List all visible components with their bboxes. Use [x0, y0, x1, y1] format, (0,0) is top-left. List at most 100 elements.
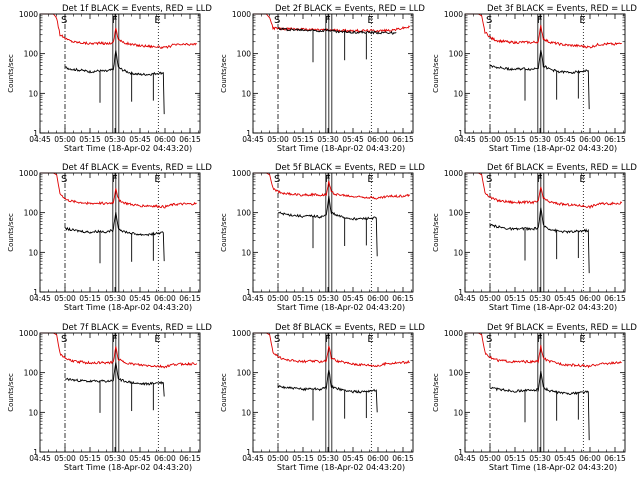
detector-panel-7: Det 7f BLACK = Events, RED = LLD Counts/s… [7, 323, 212, 472]
x-tick-label: 05:15 [292, 454, 314, 463]
x-tick-label: 05:00 [479, 294, 501, 303]
x-axis-label: Start Time (18-Apr-02 04:43:20) [277, 144, 405, 153]
x-tick-label: 05:45 [342, 454, 364, 463]
series-lld-line [40, 332, 198, 369]
x-axis-label: Start Time (18-Apr-02 04:43:20) [277, 303, 405, 312]
marker-label-e: E [579, 334, 585, 345]
marker-label-e: E [367, 334, 373, 345]
x-tick-label: 06:15 [179, 294, 201, 303]
plot-frame [252, 172, 414, 293]
y-tick-label: 1000 [19, 169, 38, 178]
chart-title: Det 9f BLACK = Events, RED = LLD [487, 323, 637, 333]
marker-label-f: F [325, 334, 331, 345]
x-tick-label: 05:00 [54, 135, 76, 144]
x-tick-label: 05:30 [317, 454, 339, 463]
x-tick-label: 05:45 [554, 294, 576, 303]
marker-label-f: F [537, 174, 543, 185]
x-tick-label: 06:00 [367, 135, 389, 144]
x-tick-label: 06:00 [154, 135, 176, 144]
x-tick-label: 05:45 [342, 294, 364, 303]
detector-panel-9: Det 9f BLACK = Events, RED = LLD Counts/s… [432, 323, 637, 472]
y-tick-label: 10 [28, 89, 38, 98]
plot-frame [464, 332, 626, 453]
y-tick-label: 1 [33, 129, 38, 138]
y-axis-label: Counts/sec [7, 373, 15, 412]
marker-label-f: F [325, 174, 331, 185]
x-tick-label: 04:45 [242, 294, 264, 303]
marker-label-e: E [579, 15, 585, 26]
marker-label-s: S [486, 334, 492, 345]
x-tick-label: 05:00 [54, 294, 76, 303]
x-tick-label: 05:00 [479, 135, 501, 144]
series-events-line [489, 207, 590, 274]
marker-label-s: S [61, 334, 67, 345]
detector-panel-5: Det 5f BLACK = Events, RED = LLD Counts/s… [220, 163, 425, 312]
marker-label-s: S [486, 174, 492, 185]
series-events-line [277, 369, 378, 413]
detector-panel-2: Det 2f BLACK = Events, RED = LLD Counts/s… [220, 4, 425, 153]
plot-frame [252, 332, 414, 453]
y-tick-label: 1000 [232, 10, 251, 19]
plot-frame [464, 13, 626, 134]
x-tick-label: 04:45 [454, 135, 476, 144]
x-tick-label: 05:30 [529, 135, 551, 144]
x-tick-label: 05:15 [79, 454, 101, 463]
marker-label-f: F [112, 174, 118, 185]
x-axis-label: Start Time (18-Apr-02 04:43:20) [277, 463, 405, 472]
x-tick-label: 05:15 [504, 294, 526, 303]
x-tick-label: 05:00 [267, 294, 289, 303]
x-tick-label: 04:45 [29, 135, 51, 144]
detector-panel-3: Det 3f BLACK = Events, RED = LLD Counts/s… [432, 4, 637, 153]
x-tick-label: 06:15 [179, 135, 201, 144]
y-axis-label: Counts/sec [220, 54, 228, 93]
x-tick-label: 05:45 [129, 135, 151, 144]
series-lld-line [40, 172, 197, 209]
marker-label-e: E [579, 174, 585, 185]
marker-label-f: F [537, 15, 543, 26]
x-tick-label: 06:15 [392, 454, 414, 463]
x-tick-label: 05:30 [104, 454, 126, 463]
y-tick-label: 1000 [19, 10, 38, 19]
marker-label-e: E [154, 15, 160, 26]
x-tick-label: 05:45 [554, 454, 576, 463]
y-axis-label: Counts/sec [7, 54, 15, 93]
x-tick-label: 05:15 [292, 135, 314, 144]
plot-frame [252, 13, 414, 134]
x-tick-label: 04:45 [242, 454, 264, 463]
x-axis-label: Start Time (18-Apr-02 04:43:20) [489, 463, 617, 472]
series-events-line [64, 212, 165, 262]
plot-frame [39, 13, 201, 134]
x-tick-label: 06:15 [604, 454, 626, 463]
chart-title: Det 8f BLACK = Events, RED = LLD [275, 323, 425, 333]
x-tick-label: 05:15 [79, 294, 101, 303]
y-tick-label: 100 [449, 50, 464, 59]
series-events-line [277, 195, 378, 257]
x-tick-label: 05:00 [479, 454, 501, 463]
y-tick-label: 10 [241, 248, 251, 257]
y-tick-label: 100 [237, 209, 252, 218]
x-tick-label: 05:30 [317, 294, 339, 303]
x-tick-label: 05:30 [317, 135, 339, 144]
x-tick-label: 05:45 [342, 135, 364, 144]
x-tick-label: 04:45 [29, 294, 51, 303]
marker-label-s: S [274, 15, 280, 26]
x-axis-label: Start Time (18-Apr-02 04:43:20) [64, 144, 192, 153]
series-lld-line [253, 172, 411, 200]
x-tick-label: 06:15 [392, 135, 414, 144]
x-tick-label: 06:00 [367, 454, 389, 463]
y-tick-label: 100 [449, 209, 464, 218]
x-tick-label: 06:00 [154, 294, 176, 303]
x-axis-label: Start Time (18-Apr-02 04:43:20) [64, 463, 192, 472]
series-lld-line [465, 172, 623, 210]
marker-label-s: S [274, 174, 280, 185]
marker-label-f: F [325, 15, 331, 26]
x-tick-label: 05:45 [554, 135, 576, 144]
y-tick-label: 100 [24, 369, 39, 378]
y-axis-label: Counts/sec [220, 373, 228, 412]
y-tick-label: 1000 [444, 10, 463, 19]
x-axis-label: Start Time (18-Apr-02 04:43:20) [489, 144, 617, 153]
series-lld-line [253, 332, 410, 368]
marker-label-s: S [61, 15, 67, 26]
marker-label-s: S [486, 15, 492, 26]
